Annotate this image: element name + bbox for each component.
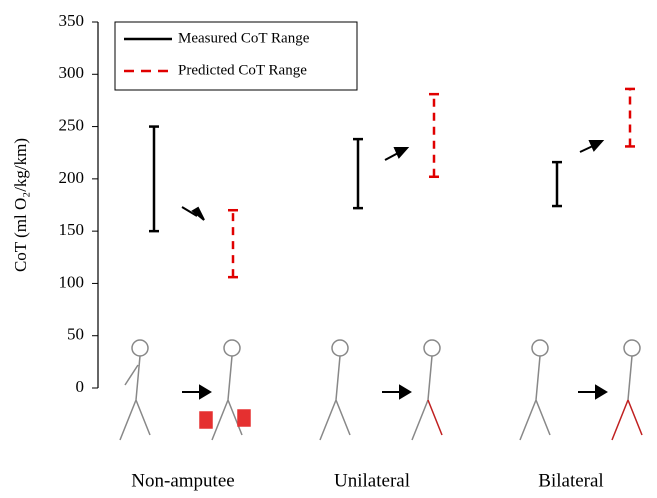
range-bar: [149, 127, 159, 232]
y-tick-label: 100: [59, 272, 85, 291]
chart: CoT (ml O₂/kg/km) 0 50 100 150 200 250 300 350 N…: [0, 0, 657, 498]
range-bar: [429, 94, 439, 177]
range-bar: [625, 89, 635, 147]
y-tick-label: 0: [76, 377, 85, 396]
y-tick-label: 200: [59, 168, 85, 187]
y-tick-label: 50: [67, 325, 84, 344]
x-category-label: Unilateral: [334, 470, 410, 491]
y-tick-label: 150: [59, 220, 85, 239]
y-tick-label: 300: [59, 63, 85, 82]
x-category-label: Non-amputee: [131, 470, 234, 491]
legend-label: Measured CoT Range: [178, 30, 310, 46]
legend-label: Predicted CoT Range: [178, 62, 307, 78]
illustrations: [182, 141, 606, 398]
range-bar: [552, 162, 562, 206]
runner-figures: [120, 340, 642, 440]
range-bar: [353, 139, 363, 208]
y-tick-label: 350: [59, 11, 85, 30]
x-category-label: Bilateral: [538, 470, 603, 491]
y-axis-label: CoT (ml O₂/kg/km): [11, 138, 30, 272]
range-bar: [228, 210, 238, 277]
y-tick-label: 250: [59, 115, 85, 134]
